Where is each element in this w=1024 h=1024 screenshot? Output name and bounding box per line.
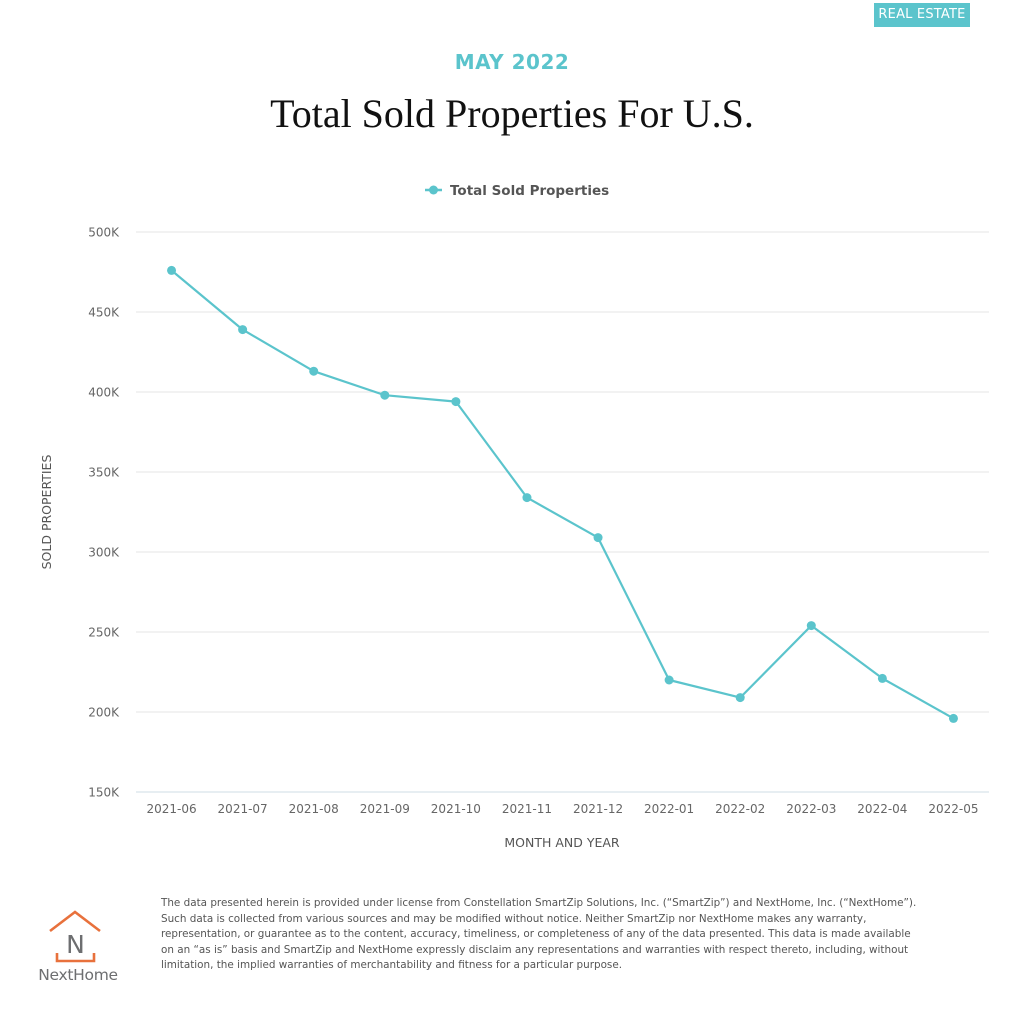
x-tick-label: 2021-11 (502, 802, 552, 816)
category-badge: REAL ESTATE (874, 3, 970, 27)
y-tick-label: 150K (88, 786, 120, 800)
y-tick-label: 400K (88, 386, 120, 400)
report-date: MAY 2022 (454, 50, 570, 74)
x-tick-label: 2021-08 (289, 802, 339, 816)
y-axis-ticks: 150K 200K 250K 300K 350K 400K 450K 500K (88, 226, 120, 800)
series-line (170, 269, 955, 720)
data-point-2022-03[interactable] (806, 621, 816, 631)
data-point-2022-01[interactable] (664, 675, 674, 685)
data-point-2022-05[interactable] (948, 713, 958, 723)
data-point-2021-06[interactable] (167, 265, 177, 275)
x-tick-label: 2021-07 (218, 802, 268, 816)
data-point-2021-10[interactable] (451, 397, 461, 407)
data-point-2022-04[interactable] (877, 673, 887, 683)
y-axis-label: SOLD PROPERTIES (39, 455, 54, 570)
y-tick-label: 300K (88, 546, 120, 560)
data-point-2021-08[interactable] (309, 366, 319, 376)
x-tick-label: 2022-03 (786, 802, 836, 816)
x-tick-label: 2021-12 (573, 802, 623, 816)
data-point-2021-12[interactable] (593, 533, 603, 543)
y-tick-label: 200K (88, 706, 120, 720)
x-tick-label: 2022-05 (928, 802, 978, 816)
x-axis-ticks: 2021-06 2021-07 2021-08 2021-09 2021-10 2021-… (146, 802, 978, 816)
nexthome-logo: N (38, 905, 128, 990)
y-tick-label: 500K (88, 226, 120, 240)
house-n-icon: N (49, 910, 101, 963)
x-tick-label: 2021-10 (431, 802, 481, 816)
legend-label: Total Sold Properties (450, 183, 609, 199)
y-tick-label: 250K (88, 626, 120, 640)
data-point-2021-09[interactable] (380, 390, 390, 400)
logo-wordmark: NextHome (38, 966, 118, 984)
data-point-2021-07[interactable] (238, 325, 248, 335)
series-total-sold-properties (167, 265, 958, 723)
x-tick-label: 2021-09 (360, 802, 410, 816)
disclaimer-text: The data presented herein is provided un… (161, 897, 917, 971)
page-title: Total Sold Properties For U.S. (270, 91, 754, 136)
gridlines (136, 231, 989, 793)
x-tick-label: 2021-06 (146, 802, 196, 816)
line-chart: Total Sold Properties 150K 200K 250K 300K 35… (39, 183, 989, 850)
legend-dot-marker (429, 185, 438, 195)
data-point-2021-11[interactable] (522, 493, 532, 503)
svg-text:N: N (66, 930, 85, 959)
legend[interactable]: Total Sold Properties (425, 183, 609, 199)
x-tick-label: 2022-02 (715, 802, 765, 816)
x-tick-label: 2022-01 (644, 802, 694, 816)
x-tick-label: 2022-04 (857, 802, 907, 816)
y-tick-label: 450K (88, 306, 120, 320)
y-tick-label: 350K (88, 466, 120, 480)
data-point-2022-02[interactable] (735, 693, 745, 703)
x-axis-label: MONTH AND YEAR (504, 835, 620, 850)
